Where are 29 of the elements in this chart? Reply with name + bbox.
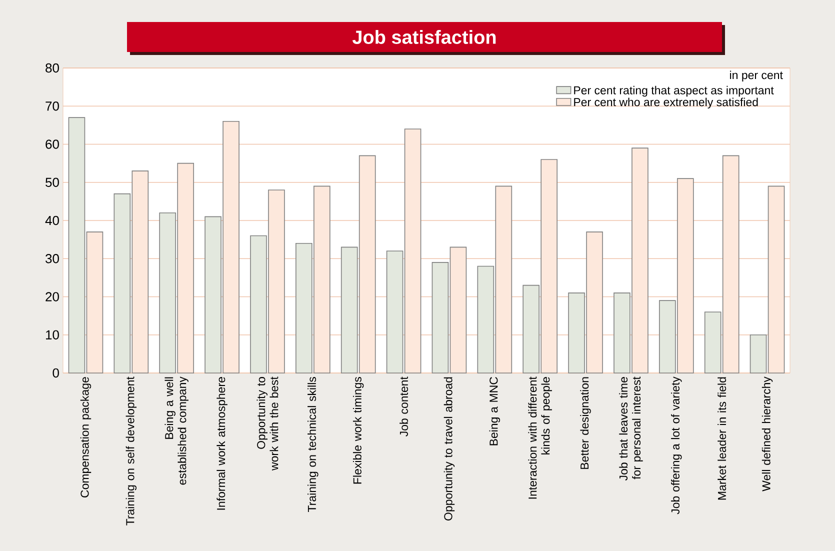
y-tick-label: 70 xyxy=(46,102,59,111)
legend-label: Per cent who are extremely satisfied xyxy=(574,98,758,108)
x-tick-label: Job content xyxy=(400,376,408,436)
x-tick-label: Job offering a lot of variety xyxy=(671,376,682,514)
y-tick-label: 40 xyxy=(45,216,59,226)
y-tick-label: 60 xyxy=(46,140,59,149)
x-tick-label: Market leader in its field xyxy=(718,377,726,500)
y-tick-label: 80 xyxy=(46,63,59,73)
y-tick-label: 0 xyxy=(52,368,59,378)
x-tick-label: Opportunity to travel abroad xyxy=(444,377,455,520)
x-tick-label: Well defined hierarchy xyxy=(762,376,773,492)
x-tick-label: Training on technical skills xyxy=(308,376,318,512)
legend-label: Per cent rating that aspect as important xyxy=(574,86,774,97)
x-tick-label: Training on self development xyxy=(126,376,137,526)
x-tick-label: Opportunity to work with the best xyxy=(256,376,278,470)
annotation: in per cent xyxy=(730,70,783,82)
y-tick-label: 10 xyxy=(46,330,59,340)
x-tick-label: Flexible work timings xyxy=(352,376,364,484)
x-tick-label: Informal work atmosphere xyxy=(216,377,228,510)
x-tick-label: Better designation xyxy=(580,377,591,469)
x-tick-label: Compensation package xyxy=(80,377,92,498)
x-tick-label: Being a MNC xyxy=(489,376,500,446)
x-tick-label: Job that leaves time for personal interest xyxy=(619,376,643,481)
x-tick-label: Being a well established company xyxy=(164,376,188,485)
y-tick-label: 30 xyxy=(46,254,59,264)
y-tick-label: 20 xyxy=(46,292,59,302)
y-tick-label: 50 xyxy=(46,178,59,187)
chart-title: Job satisfaction xyxy=(352,30,496,44)
x-tick-label: Interaction with different kinds of people xyxy=(528,376,552,499)
